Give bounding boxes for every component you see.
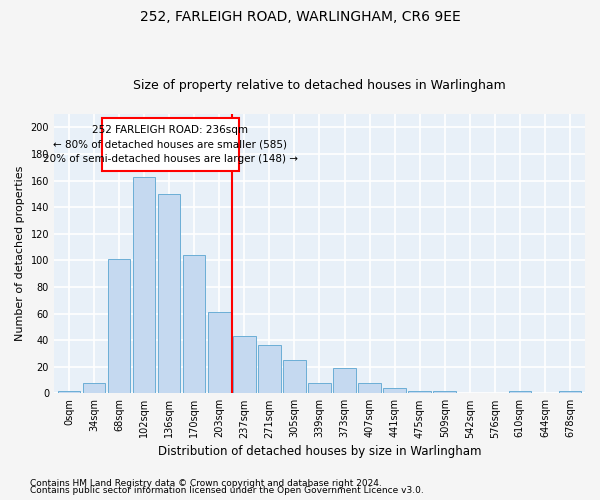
Text: Contains HM Land Registry data © Crown copyright and database right 2024.: Contains HM Land Registry data © Crown c… xyxy=(30,478,382,488)
Bar xyxy=(409,390,431,394)
Text: Contains public sector information licensed under the Open Government Licence v3: Contains public sector information licen… xyxy=(30,486,424,495)
FancyBboxPatch shape xyxy=(101,118,239,171)
Bar xyxy=(308,382,331,394)
Text: 252 FARLEIGH ROAD: 236sqm: 252 FARLEIGH ROAD: 236sqm xyxy=(92,125,248,135)
Bar xyxy=(108,259,130,394)
Bar xyxy=(258,346,281,394)
Bar xyxy=(283,360,305,394)
Bar xyxy=(58,390,80,394)
Bar xyxy=(333,368,356,394)
Text: 20% of semi-detached houses are larger (148) →: 20% of semi-detached houses are larger (… xyxy=(43,154,298,164)
Bar xyxy=(83,382,105,394)
Bar xyxy=(133,176,155,394)
Title: Size of property relative to detached houses in Warlingham: Size of property relative to detached ho… xyxy=(133,79,506,92)
Text: ← 80% of detached houses are smaller (585): ← 80% of detached houses are smaller (58… xyxy=(53,140,287,149)
Bar xyxy=(383,388,406,394)
X-axis label: Distribution of detached houses by size in Warlingham: Distribution of detached houses by size … xyxy=(158,444,481,458)
Bar xyxy=(208,312,230,394)
Bar xyxy=(233,336,256,394)
Text: 252, FARLEIGH ROAD, WARLINGHAM, CR6 9EE: 252, FARLEIGH ROAD, WARLINGHAM, CR6 9EE xyxy=(140,10,460,24)
Bar xyxy=(559,390,581,394)
Bar xyxy=(358,382,381,394)
Bar xyxy=(158,194,181,394)
Bar xyxy=(183,255,205,394)
Y-axis label: Number of detached properties: Number of detached properties xyxy=(15,166,25,342)
Bar xyxy=(433,390,456,394)
Bar xyxy=(509,390,531,394)
